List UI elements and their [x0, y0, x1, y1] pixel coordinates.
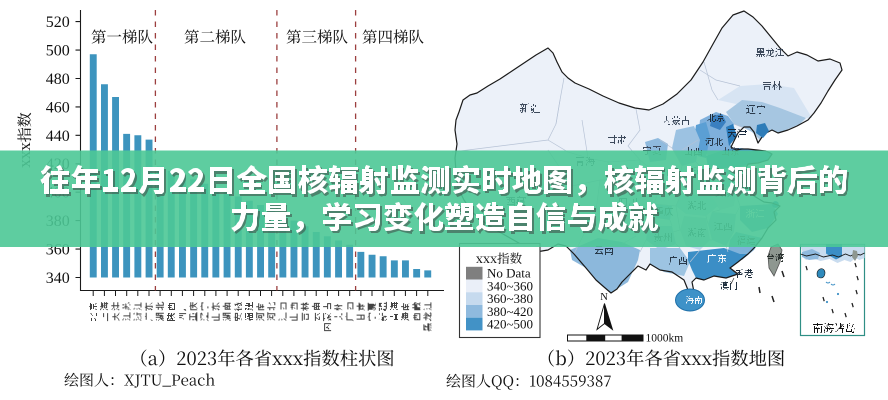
svg-text:500: 500 — [46, 43, 70, 60]
svg-text:460: 460 — [46, 99, 70, 116]
svg-text:380~420: 380~420 — [487, 304, 533, 319]
svg-text:420~500: 420~500 — [487, 317, 533, 332]
svg-text:1000km: 1000km — [646, 332, 684, 344]
svg-text:360~380: 360~380 — [487, 291, 533, 306]
svg-text:N: N — [600, 292, 608, 303]
svg-text:No Data: No Data — [487, 266, 531, 281]
svg-text:520: 520 — [46, 14, 70, 31]
svg-text:340~360: 340~360 — [487, 278, 533, 293]
svg-text:340: 340 — [46, 270, 70, 287]
svg-text:480: 480 — [46, 71, 70, 88]
svg-text:440: 440 — [46, 128, 70, 145]
